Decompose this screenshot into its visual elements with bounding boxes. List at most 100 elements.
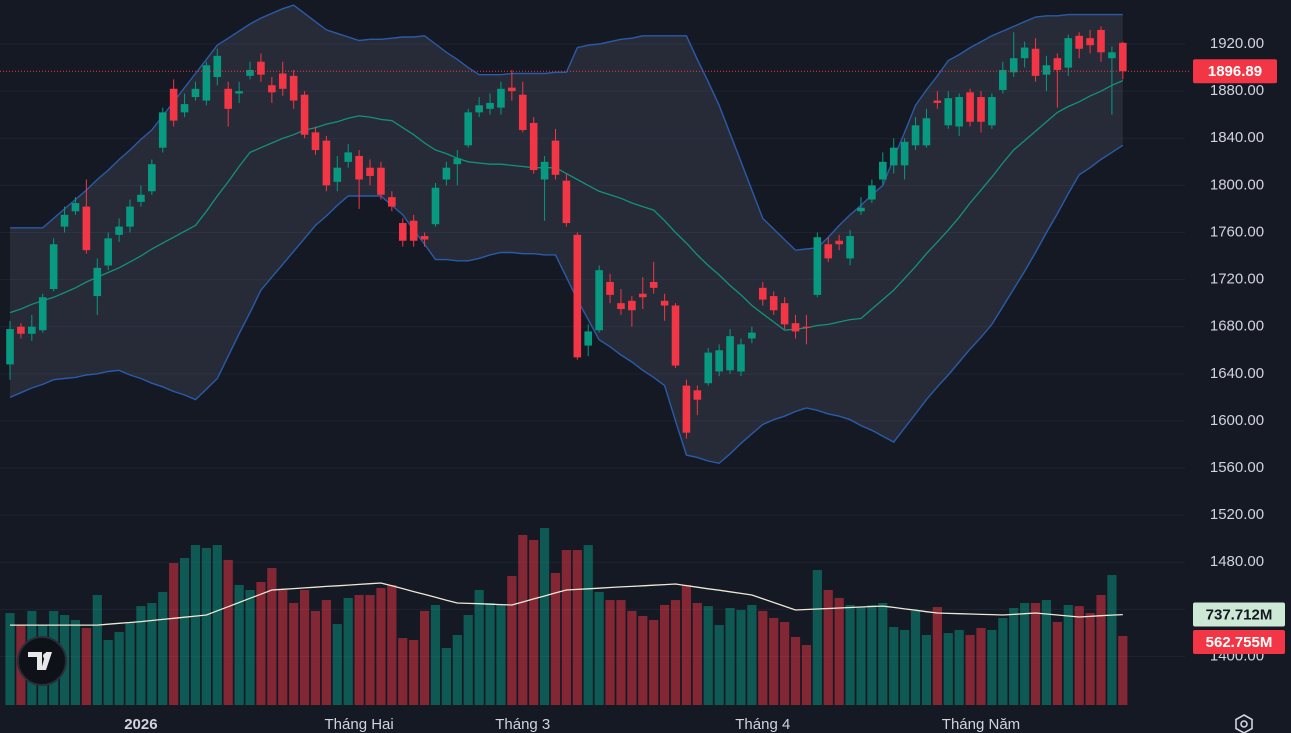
candle-body xyxy=(737,344,745,372)
volume-bar xyxy=(321,600,331,705)
y-tick-label: 1840.00 xyxy=(1210,129,1264,146)
x-tick-label: Tháng 4 xyxy=(735,716,790,733)
volume-bar xyxy=(1020,602,1030,705)
candle-body xyxy=(300,94,309,135)
candle-body xyxy=(977,97,985,122)
settings-hexagon[interactable] xyxy=(1235,714,1253,733)
candle-body xyxy=(202,65,211,101)
candle-body xyxy=(857,207,865,212)
candle-body xyxy=(158,112,167,148)
x-tick-label: 2026 xyxy=(124,716,157,733)
volume-bar xyxy=(1030,602,1041,705)
candle-body xyxy=(660,300,669,306)
volume-bar xyxy=(954,629,964,705)
candle-body xyxy=(1031,48,1040,76)
volume-bar xyxy=(496,604,506,705)
y-tick-label: 1560.00 xyxy=(1210,459,1264,476)
volume-bar xyxy=(441,647,451,705)
candle-body xyxy=(28,326,36,334)
volume-bar xyxy=(900,629,910,705)
candle-body xyxy=(475,105,483,113)
volume-bar xyxy=(103,640,113,705)
volume-bar xyxy=(812,570,822,705)
candle-body xyxy=(497,88,505,108)
y-tick-label: 1720.00 xyxy=(1210,271,1264,288)
volume-bar xyxy=(245,589,255,705)
volume-bar xyxy=(463,615,473,705)
volume-bar xyxy=(790,636,801,705)
volume-bar xyxy=(70,620,81,705)
volume-bar xyxy=(136,606,146,705)
candle-body xyxy=(224,88,232,109)
candle-body xyxy=(573,234,582,358)
logo[interactable] xyxy=(17,636,67,686)
volume-bar xyxy=(223,559,233,705)
candle-body xyxy=(6,329,14,365)
volume-bar xyxy=(212,544,222,705)
volume-bar xyxy=(823,589,833,705)
candle-body xyxy=(431,187,440,225)
candle-body xyxy=(442,167,451,180)
volume-bar xyxy=(1085,613,1095,705)
candle-body xyxy=(268,85,276,93)
candle-body xyxy=(780,303,789,325)
candle-body xyxy=(60,214,69,227)
price-tag xyxy=(1193,59,1277,84)
candle-body xyxy=(104,238,112,266)
candle-body xyxy=(595,270,603,331)
volume-bar xyxy=(1096,595,1106,705)
candle-body xyxy=(846,236,854,259)
volume-bar xyxy=(299,589,310,705)
volume-bar xyxy=(529,539,539,705)
volume-bar xyxy=(376,588,386,705)
candle-body xyxy=(518,94,527,131)
y-tick-label: 1640.00 xyxy=(1210,365,1264,382)
candle-body xyxy=(813,237,822,295)
candle-body xyxy=(911,125,920,146)
settings-button[interactable] xyxy=(1235,714,1253,733)
candle-body xyxy=(409,220,418,241)
volume-bar xyxy=(965,634,975,705)
candle-body xyxy=(213,55,222,78)
candle-body xyxy=(791,323,800,332)
volume-bar xyxy=(474,589,484,705)
x-tick-label: Tháng Năm xyxy=(942,716,1020,733)
price-tag-label: 1896.89 xyxy=(1208,63,1262,80)
volume-bar xyxy=(81,628,91,705)
candle-body xyxy=(115,226,123,235)
volume-bar xyxy=(921,634,932,705)
volume-bar xyxy=(5,613,15,705)
candle-body xyxy=(617,303,625,310)
volume-bar xyxy=(758,610,768,705)
candle-body xyxy=(551,140,560,175)
volume-bar xyxy=(561,550,572,705)
candle-body xyxy=(1053,58,1062,70)
settings-center xyxy=(1240,720,1248,728)
candle-body xyxy=(758,287,767,300)
y-tick-label: 1920.00 xyxy=(1210,35,1264,52)
volume-bar xyxy=(256,582,266,705)
candle-body xyxy=(508,87,516,92)
candle-body xyxy=(922,118,931,146)
y-tick-label: 1520.00 xyxy=(1210,506,1264,523)
candle-body xyxy=(1108,52,1116,59)
volume-bar xyxy=(649,620,659,705)
candle-body xyxy=(17,326,25,334)
candle-body xyxy=(180,104,189,113)
price-tag xyxy=(1193,630,1285,655)
volume-bar xyxy=(910,610,921,705)
volume-bar xyxy=(92,595,102,705)
candle-body xyxy=(889,147,898,166)
candle-body xyxy=(638,293,647,298)
candle-body xyxy=(486,102,494,109)
candle-body xyxy=(704,352,713,384)
candle-body xyxy=(824,244,833,259)
volume-bar xyxy=(594,591,604,705)
volume-bar xyxy=(1118,636,1128,705)
volume-bar xyxy=(845,604,855,705)
candle-body xyxy=(191,88,200,98)
candle-body xyxy=(999,69,1007,90)
candle-body xyxy=(540,161,549,180)
volume-bar xyxy=(452,634,462,705)
price-tags: 1896.89 737.712M 562.755M xyxy=(0,59,1285,655)
